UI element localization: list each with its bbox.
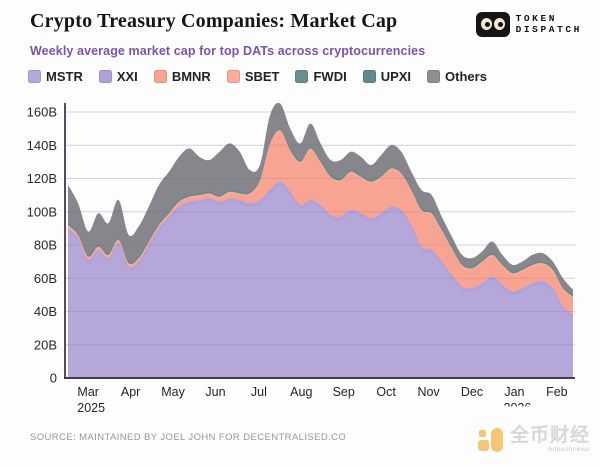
x-axis-label: Aug bbox=[290, 385, 312, 399]
y-axis-label: 100B bbox=[27, 204, 57, 219]
brand-line2: DISPATCH bbox=[515, 24, 582, 36]
y-axis-label: 60B bbox=[34, 271, 57, 286]
legend-item-bmnr: BMNR bbox=[153, 69, 211, 84]
watermark-icon bbox=[477, 426, 506, 456]
legend-swatch bbox=[28, 70, 41, 83]
legend-item-xxi: XXI bbox=[98, 69, 138, 84]
x-axis-label: Mar bbox=[77, 385, 99, 399]
brand-logo: TOKEN DISPATCH bbox=[475, 12, 582, 37]
y-axis-label: 20B bbox=[34, 337, 57, 352]
legend-swatch bbox=[98, 70, 112, 83]
legend: MSTR XXI BMNR SBET FWDI UPXI Others bbox=[28, 69, 487, 84]
owl-icon bbox=[475, 12, 510, 37]
watermark-subtext: bitpushnews bbox=[548, 446, 590, 453]
chart-subtitle: Weekly average market cap for top DATs a… bbox=[30, 44, 426, 58]
x-axis-label: Sep bbox=[333, 385, 355, 399]
x-axis-label: Feb bbox=[546, 385, 568, 399]
x-axis-label: Nov bbox=[417, 385, 440, 399]
legend-item-fwdi: FWDI bbox=[295, 69, 347, 84]
x-axis-label: Oct bbox=[376, 385, 396, 399]
x-axis-label: Apr bbox=[121, 385, 140, 399]
watermark: 全币财经 bitpushnews bbox=[477, 425, 590, 456]
y-axis-label: 0 bbox=[50, 371, 57, 386]
legend-item-upxi: UPXI bbox=[362, 69, 412, 84]
x-axis-label: Jan bbox=[504, 385, 524, 399]
legend-label: SBET bbox=[244, 69, 280, 84]
y-axis-label: 80B bbox=[34, 238, 57, 253]
legend-label: BMNR bbox=[171, 69, 211, 84]
legend-label: Others bbox=[445, 69, 487, 84]
legend-item-mstr: MSTR bbox=[28, 69, 83, 84]
legend-swatch bbox=[295, 70, 309, 83]
legend-item-sbet: SBET bbox=[226, 69, 280, 84]
legend-item-others: Others bbox=[427, 69, 487, 84]
legend-label: FWDI bbox=[313, 69, 347, 84]
y-axis-label: 40B bbox=[34, 304, 57, 319]
x-axis-label: May bbox=[161, 385, 185, 399]
x-axis-label: Jun bbox=[205, 385, 225, 399]
legend-swatch bbox=[427, 70, 441, 83]
legend-swatch bbox=[362, 70, 376, 83]
area-mstr bbox=[68, 185, 573, 378]
legend-label: UPXI bbox=[380, 69, 412, 84]
year-label: 2026 bbox=[504, 401, 532, 415]
legend-label: XXI bbox=[116, 69, 138, 84]
legend-swatch bbox=[153, 70, 167, 83]
brand-name: TOKEN DISPATCH bbox=[516, 13, 582, 37]
legend-label: MSTR bbox=[46, 69, 83, 84]
legend-swatch bbox=[226, 70, 240, 83]
x-axis-label: Jul bbox=[251, 385, 267, 399]
y-axis-label: 140B bbox=[27, 138, 57, 153]
watermark-text: 全币财经 bbox=[509, 425, 590, 446]
year-label: 2025 bbox=[77, 401, 105, 415]
x-axis-label: Dec bbox=[461, 385, 483, 399]
y-axis-label: 120B bbox=[27, 171, 57, 186]
brand-line1: TOKEN bbox=[515, 13, 558, 25]
source-text: SOURCE: MAINTAINED BY JOEL JOHN FOR DECE… bbox=[30, 432, 347, 443]
page-title: Crypto Treasury Companies: Market Cap bbox=[30, 10, 398, 32]
y-axis-label: 160B bbox=[27, 105, 57, 120]
